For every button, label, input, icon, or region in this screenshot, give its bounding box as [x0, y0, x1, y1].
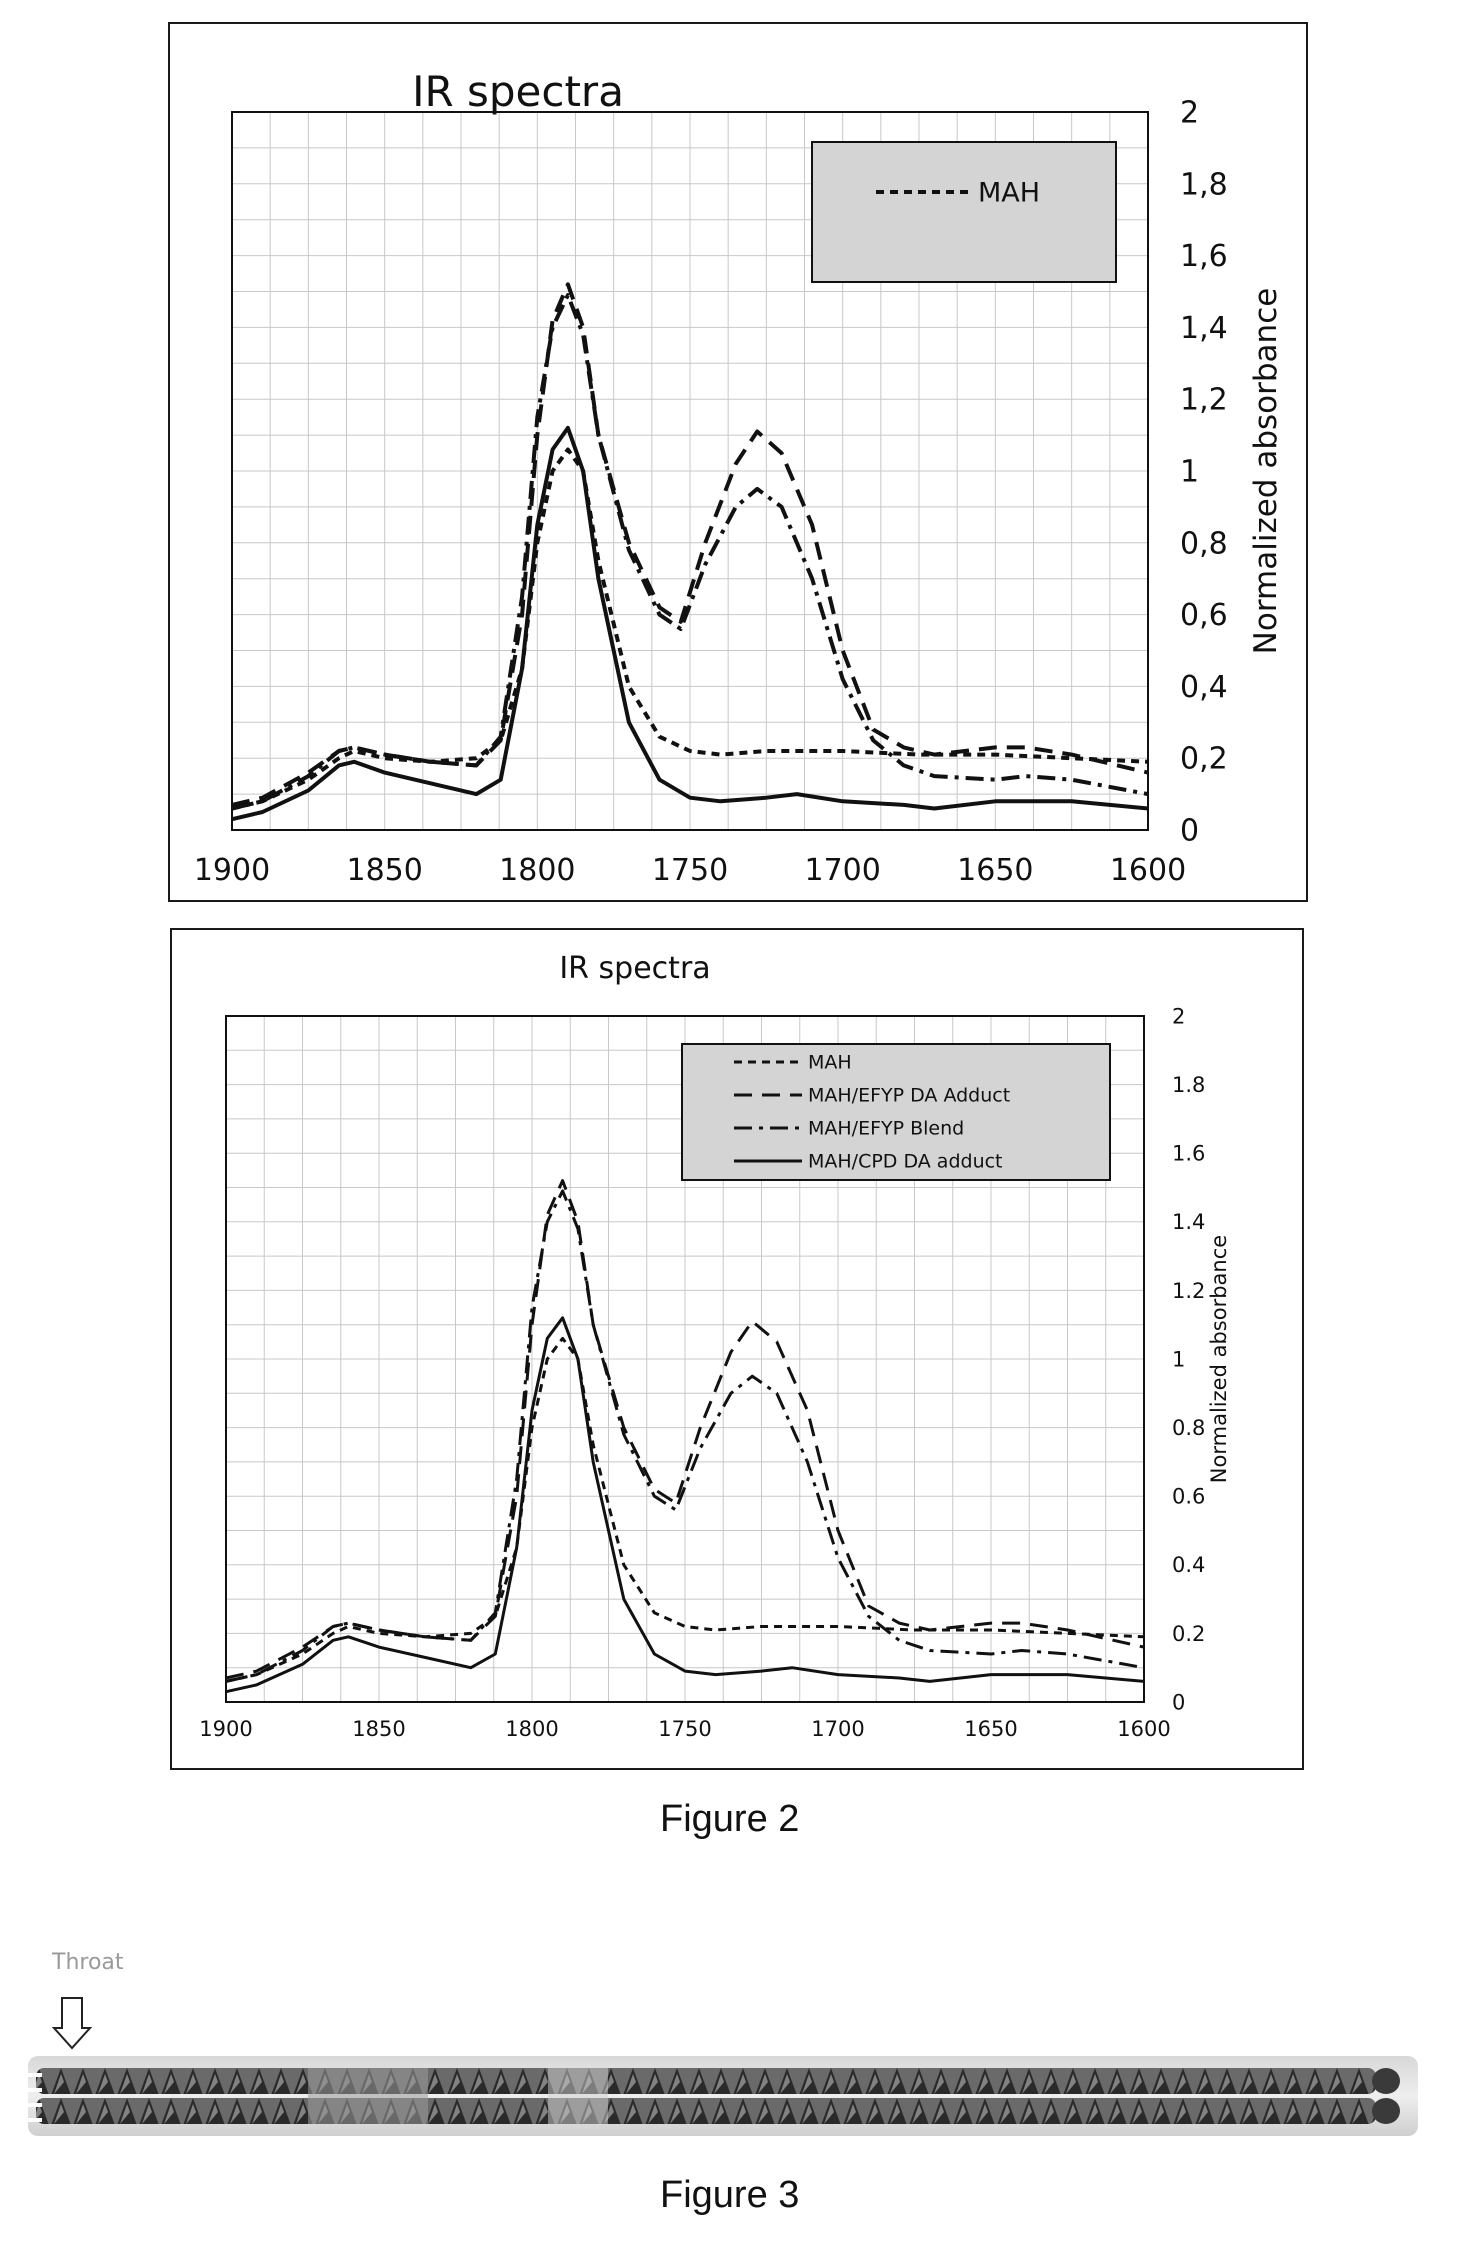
- throat-label: Throat: [52, 1950, 124, 1975]
- y-tick-label: 1.4: [1172, 1210, 1205, 1234]
- extruder-screw-image: [28, 1948, 1438, 2148]
- y-tick-label: 1,8: [1180, 167, 1228, 202]
- x-tick-label: 1700: [804, 853, 880, 888]
- x-tick-label: 1700: [811, 1717, 864, 1741]
- figure-3-caption: Figure 3: [660, 2174, 800, 2216]
- legend-label: MAH: [808, 1052, 852, 1074]
- y-tick-label: 0.2: [1172, 1622, 1205, 1646]
- figure-2-caption: Figure 2: [660, 1798, 800, 1840]
- series-line-mah-efyp-da-adduct: [225, 1179, 1145, 1680]
- legend: MAH MAH/EFYP DA Adduct MAH/EFYP Blend MAH/C…: [681, 1043, 1111, 1181]
- series-line-mah-efyp-blend: [225, 1189, 1145, 1683]
- y-tick-label: 0: [1172, 1690, 1185, 1714]
- x-tick-label: 1800: [499, 853, 575, 888]
- y-tick-label: 1,2: [1180, 383, 1228, 418]
- x-tick-label: 1750: [652, 853, 728, 888]
- legend-label: MAH: [978, 177, 1040, 208]
- chart-title: IR spectra: [412, 67, 624, 116]
- plot-frame: [225, 1015, 1145, 1703]
- y-axis-label: Normalized absorbance: [1248, 288, 1284, 655]
- y-tick-label: 0: [1180, 814, 1199, 849]
- y-tick-label: 1,6: [1180, 239, 1228, 274]
- down-arrow-icon: [51, 1997, 93, 2050]
- x-tick-label: 1600: [1110, 853, 1186, 888]
- y-tick-label: 0,2: [1180, 742, 1228, 777]
- y-tick-label: 1.8: [1172, 1073, 1205, 1097]
- y-tick-label: 0.6: [1172, 1485, 1205, 1509]
- legend-label: MAH/CPD DA adduct: [808, 1151, 1003, 1173]
- y-tick-label: 0,6: [1180, 598, 1228, 633]
- series-line-mah: [225, 1336, 1145, 1683]
- legend-box: [811, 141, 1117, 283]
- extruder-screw-svg: [28, 1997, 1418, 2136]
- legend-label: MAH/EFYP DA Adduct: [808, 1085, 1010, 1107]
- x-tick-label: 1750: [658, 1717, 711, 1741]
- plot-frame: [231, 111, 1149, 831]
- series-line-dash-dot: [231, 293, 1149, 811]
- x-tick-label: 1600: [1117, 1717, 1170, 1741]
- y-tick-label: 1.2: [1172, 1279, 1205, 1303]
- y-tick-label: 0,8: [1180, 526, 1228, 561]
- x-tick-label: 1800: [505, 1717, 558, 1741]
- legend-label: MAH/EFYP Blend: [808, 1118, 964, 1140]
- x-tick-label: 1900: [194, 853, 270, 888]
- y-tick-label: 1.6: [1172, 1142, 1205, 1166]
- series-line-mah: [231, 447, 1149, 811]
- x-tick-label: 1900: [199, 1717, 252, 1741]
- y-tick-label: 0.8: [1172, 1416, 1205, 1440]
- y-tick-label: 2: [1180, 96, 1199, 131]
- chart-top-svg: 1900 1850 1800 1750 1700 1650 1600 0 0,2 0,4 0,6 0,…: [194, 67, 1284, 888]
- chart-panel-bottom: 1900 1850 1800 1750 1700 1650 1600 0 0.2 0.4 0.6 0.…: [170, 928, 1304, 1770]
- y-tick-label: 0,4: [1180, 670, 1228, 705]
- legend: MAH: [811, 141, 1117, 283]
- x-tick-label: 1650: [957, 853, 1033, 888]
- series-line-mah-cpd-da-adduct: [225, 1316, 1145, 1694]
- y-tick-label: 1,4: [1180, 311, 1228, 346]
- chart-title: IR spectra: [559, 951, 710, 986]
- x-tick-label: 1850: [352, 1717, 405, 1741]
- x-tick-label: 1650: [964, 1717, 1017, 1741]
- y-tick-label: 2: [1172, 1004, 1185, 1028]
- x-tick-label: 1850: [346, 853, 422, 888]
- y-tick-label: 1: [1180, 455, 1199, 490]
- y-axis-label: Normalized absorbance: [1207, 1235, 1231, 1483]
- y-tick-label: 1: [1172, 1347, 1185, 1371]
- chart-panel-top: 1900 1850 1800 1750 1700 1650 1600 0 0,2 0,4 0,6 0,…: [168, 22, 1308, 902]
- series-line-solid: [231, 425, 1149, 822]
- y-tick-label: 0.4: [1172, 1553, 1205, 1577]
- legend-box: [681, 1043, 1111, 1181]
